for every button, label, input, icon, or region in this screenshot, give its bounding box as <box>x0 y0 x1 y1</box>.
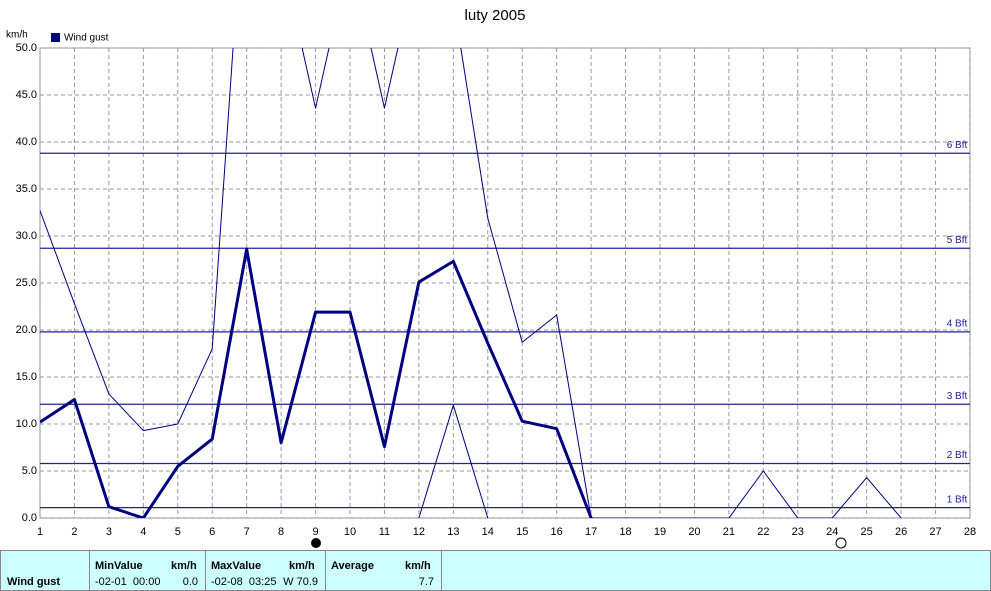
chart: luty 2005 km/h Wind gust 0.0 5.0 10.0 15.0 2… <box>6 7 976 549</box>
x-tick-label: 6 <box>209 526 215 538</box>
x-tick-label: 3 <box>106 526 112 538</box>
x-tick-label: 20 <box>688 526 700 538</box>
y-tick-label: 5.0 <box>22 465 37 477</box>
y-tick-label: 15.0 <box>16 371 37 383</box>
th: Average <box>331 560 375 572</box>
y-tick-label: 0.0 <box>22 512 37 524</box>
td: -02-08 03:25 <box>211 576 277 588</box>
x-tick-label: 17 <box>585 526 597 538</box>
th: km/h <box>405 560 431 572</box>
x-tick-label: 1 <box>37 526 43 538</box>
x-tick-label: 5 <box>175 526 181 538</box>
legend-label: Wind gust <box>64 33 109 44</box>
x-tick-label: 23 <box>792 526 804 538</box>
bft-label: 4 Bft <box>947 319 968 330</box>
td: W 70.9 <box>283 576 318 588</box>
bft-label: 2 Bft <box>947 450 968 461</box>
y-tick-label: 25.0 <box>16 277 37 289</box>
y-tick-label: 10.0 <box>16 418 37 430</box>
x-tick-label: 21 <box>723 526 735 538</box>
x-tick-label: 24 <box>826 526 838 538</box>
bft-label: 5 Bft <box>947 235 968 246</box>
x-tick-label: 19 <box>654 526 666 538</box>
y-tick-label: 50.0 <box>16 42 37 54</box>
y-tick-label: 20.0 <box>16 324 37 336</box>
td: -02-01 00:00 <box>95 576 161 588</box>
y-tick-label: 40.0 <box>16 136 37 148</box>
th: km/h <box>289 560 315 572</box>
x-tick-label: 2 <box>71 526 77 538</box>
x-tick-label: 7 <box>244 526 250 538</box>
bft-label: 1 Bft <box>947 494 968 505</box>
series-line <box>40 247 593 518</box>
x-tick-label: 8 <box>278 526 284 538</box>
x-tick-label: 14 <box>482 526 494 538</box>
y-tick-label: 35.0 <box>16 183 37 195</box>
series-line <box>40 48 902 518</box>
moon-new <box>835 537 847 549</box>
x-tick-label: 9 <box>312 526 318 538</box>
x-tick-label: 15 <box>516 526 528 538</box>
legend-swatch <box>51 33 60 42</box>
x-tick-label: 28 <box>964 526 976 538</box>
x-tick-label: 12 <box>413 526 425 538</box>
x-tick-label: 18 <box>619 526 631 538</box>
th: MinValue <box>95 560 143 572</box>
td: 0.0 <box>182 576 198 588</box>
series-line <box>418 404 489 518</box>
x-tick-label: 13 <box>447 526 459 538</box>
x-tick-label: 26 <box>895 526 907 538</box>
chart-title: luty 2005 <box>465 7 526 24</box>
x-tick-label: 4 <box>140 526 146 538</box>
y-unit: km/h <box>6 30 28 41</box>
bft-label: 6 Bft <box>947 140 968 151</box>
th: MaxValue <box>211 560 262 572</box>
row-label: Wind gust <box>7 576 61 588</box>
x-tick-label: 10 <box>344 526 356 538</box>
moon-full <box>311 538 321 548</box>
th: km/h <box>171 560 197 572</box>
x-tick-label: 11 <box>379 526 390 538</box>
x-tick-label: 25 <box>861 526 873 538</box>
x-tick-label: 16 <box>551 526 563 538</box>
y-tick-label: 45.0 <box>16 89 37 101</box>
y-tick-label: 30.0 <box>16 230 37 242</box>
td: 7.7 <box>418 576 434 588</box>
x-tick-label: 22 <box>757 526 769 538</box>
stats-table: MinValue km/h MaxValue km/h Average km/h… <box>0 550 991 591</box>
bft-label: 3 Bft <box>947 391 968 402</box>
series-group <box>40 48 902 518</box>
x-tick-label: 27 <box>929 526 941 538</box>
